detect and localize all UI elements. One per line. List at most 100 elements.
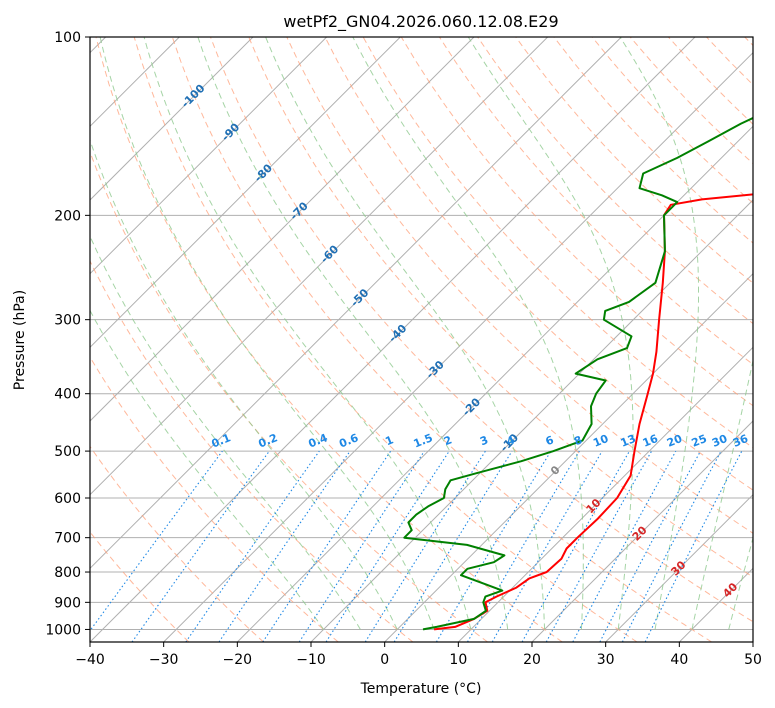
y-tick-label: 800 — [54, 565, 81, 581]
dry-adiabat-line — [90, 259, 414, 642]
mixing-ratio-label: 3 — [478, 433, 490, 448]
y-tick-label: 600 — [54, 491, 81, 507]
isotherm-line — [90, 37, 401, 349]
dry-adiabat-line — [90, 356, 339, 642]
x-tick-label: 30 — [597, 652, 615, 668]
dry-adiabat-line — [90, 531, 190, 642]
x-axis: −40 −30 −20 −10 0 10 20 30 40 50 — [75, 642, 762, 668]
moist-adiabat-line — [619, 37, 699, 630]
mixing-ratio-label: 0.2 — [256, 431, 279, 450]
x-axis-label: Temperature (°C) — [360, 681, 482, 697]
mixing-ratio-label: 13 — [619, 432, 638, 450]
dry-adiabat-line — [133, 37, 638, 642]
moist-adiabat-line — [691, 358, 753, 630]
plot-frame — [89, 36, 754, 643]
mixing-ratio-label: 25 — [690, 432, 709, 450]
mixing-ratio-label: 8 — [572, 433, 584, 448]
dry-adiabat-line — [90, 445, 264, 642]
dry-adiabat-line — [553, 37, 753, 244]
moist-adiabat-line — [197, 37, 509, 630]
mixing-ratio-line — [364, 450, 486, 642]
mixing-ratio-line — [572, 450, 677, 642]
mixing-ratio-label: 2 — [442, 433, 454, 448]
mixing-ratio-label: 0.6 — [337, 431, 360, 450]
dry-adiabat-line — [95, 37, 563, 642]
mixing-ratio-label: 36 — [731, 432, 750, 450]
mixing-ratio-line — [393, 450, 513, 642]
dry-adiabat-line — [591, 37, 753, 204]
y-axis-label: Pressure (hPa) — [12, 290, 28, 390]
x-tick-label: 50 — [744, 652, 762, 668]
isotherm-line — [678, 567, 753, 642]
isotherm-line — [384, 272, 753, 642]
dewpoint-profile-line — [403, 116, 753, 631]
moist-adiabat-line — [143, 37, 472, 630]
isotherm-line — [752, 641, 753, 642]
isotherm-line — [531, 420, 753, 642]
x-tick-label: 40 — [670, 652, 688, 668]
mixing-ratio-line — [644, 450, 743, 642]
isotherm-line — [90, 37, 622, 570]
moist-adiabat-line — [265, 37, 546, 630]
moist-adiabat-line — [90, 138, 398, 630]
temperature-profile-line — [433, 193, 753, 631]
moist-adiabat-line — [728, 536, 753, 630]
isotherm-line — [90, 37, 328, 275]
moist-adiabat-line — [90, 235, 361, 630]
x-tick-label: −20 — [223, 652, 253, 668]
x-tick-label: 0 — [380, 652, 389, 668]
isotherm-line — [90, 37, 696, 642]
x-tick-label: −30 — [149, 652, 179, 668]
mixing-ratio-label: 10 — [591, 432, 610, 450]
y-tick-label: 400 — [54, 387, 81, 403]
moist-adiabat-line — [352, 37, 584, 630]
moist-adiabat-line — [467, 37, 634, 630]
moist-adiabat-line — [90, 309, 325, 630]
isotherm-line — [163, 51, 753, 642]
mixing-ratio-line — [218, 450, 351, 642]
mixing-ratio-line — [185, 450, 320, 642]
isotherm-line — [457, 346, 753, 642]
dry-adiabat-line — [324, 37, 753, 491]
y-tick-label: 1000 — [45, 622, 81, 638]
mixing-ratio-line — [325, 450, 450, 642]
dry-adiabat-line — [515, 37, 753, 284]
y-tick-label: 900 — [54, 595, 81, 611]
dry-adiabat-line — [90, 150, 488, 642]
mixing-ratio-label: 6 — [544, 433, 556, 448]
y-tick-label: 200 — [54, 208, 81, 224]
plot-area: -100-90-80-70-60-50-40-30-20-10010203040… — [90, 37, 753, 642]
mixing-ratio-line — [599, 450, 701, 642]
mixing-ratio-line — [90, 450, 223, 632]
mixing-ratio-line — [262, 450, 392, 642]
isotherm-line — [90, 37, 549, 496]
dry-adiabat-line — [286, 37, 753, 534]
y-axis: 100 200 300 400 500 600 700 800 900 1000 — [45, 30, 90, 638]
x-tick-label: −10 — [296, 652, 326, 668]
x-tick-label: 10 — [449, 652, 467, 668]
mixing-ratio-label: 0.4 — [306, 431, 329, 450]
mixing-ratio-label: 16 — [641, 432, 660, 450]
isotherm-line — [90, 37, 254, 201]
y-tick-label: 700 — [54, 531, 81, 547]
dry-adiabat-line — [210, 37, 753, 623]
mixing-ratio-label: 20 — [665, 432, 684, 450]
mixing-ratio-label: 1 — [383, 433, 395, 448]
moist-adiabat-line — [99, 37, 435, 630]
mixing-ratio-line — [545, 450, 653, 642]
chart-title: wetPf2_GN04.2026.060.12.08.E29 — [283, 12, 558, 32]
mixing-ratio-label: 30 — [710, 432, 729, 450]
isotherm-line — [90, 37, 475, 422]
isotherm-line — [605, 493, 753, 642]
dry-adiabat-line — [668, 37, 753, 125]
mixing-ratio-label: 0.1 — [210, 431, 233, 450]
x-tick-label: −40 — [75, 652, 105, 668]
dry-adiabat-line — [171, 37, 712, 642]
mixing-ratio-line — [131, 450, 270, 642]
y-tick-label: 300 — [54, 313, 81, 329]
dry-adiabat-line — [706, 37, 753, 86]
y-tick-label: 500 — [54, 444, 81, 460]
mixing-ratio-line — [298, 450, 425, 642]
